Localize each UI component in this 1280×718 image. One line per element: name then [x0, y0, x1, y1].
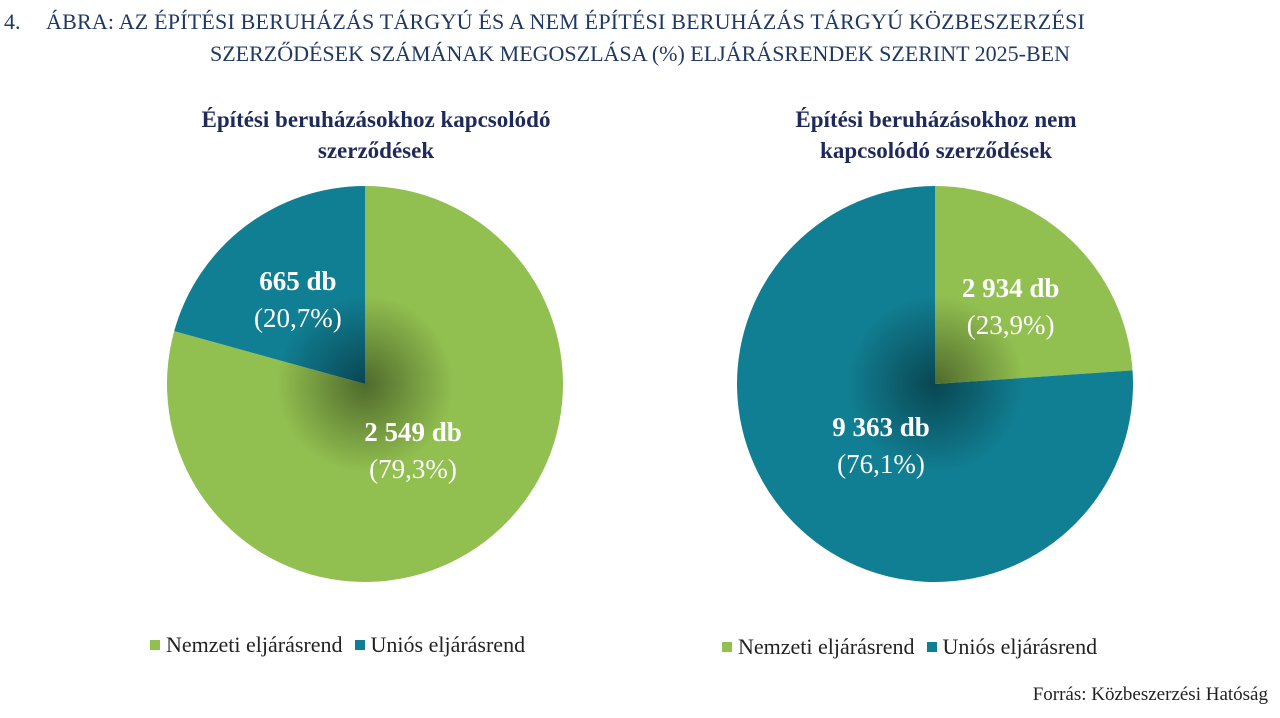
right-pie-chart: 2 934 db (23,9%) 9 363 db (76,1%)	[737, 186, 1134, 582]
legend-item-unios: Uniós eljárásrend	[926, 634, 1098, 660]
slice-count-label: 665 db	[259, 266, 336, 296]
pie-slice-nemzeti	[935, 186, 1133, 384]
legend-swatch-unios	[926, 642, 937, 652]
legend-label-nemzeti: Nemzeti eljárásrend	[166, 632, 343, 657]
figure-title-line2: SZERZŐDÉSEK SZÁMÁNAK MEGOSZLÁSA (%) ELJÁ…	[209, 41, 1071, 66]
slice-percent-label: (76,1%)	[837, 449, 925, 479]
slice-percent-label: (23,9%)	[967, 310, 1055, 340]
legend-label-nemzeti: Nemzeti eljárásrend	[738, 634, 915, 659]
right-chart-title: Építési beruházásokhoz nem kapcsolódó sz…	[676, 104, 1196, 166]
legend-item-unios: Uniós eljárásrend	[354, 632, 526, 658]
slice-count-label: 2 549 db	[364, 417, 462, 447]
legend-label-unios: Uniós eljárásrend	[370, 632, 526, 657]
legend-swatch-unios	[354, 640, 365, 650]
right-chart-title-line1: Építési beruházásokhoz nem	[795, 107, 1077, 132]
slice-count-label: 2 934 db	[962, 273, 1060, 303]
legend-swatch-nemzeti	[150, 640, 160, 650]
pie-slice-nemzeti	[166, 186, 563, 582]
slice-percent-label: (79,3%)	[369, 454, 457, 484]
slice-percent-label: (20,7%)	[254, 303, 342, 333]
left-chart-title: Építési beruházásokhoz kapcsolódó szerző…	[116, 104, 636, 166]
pie-slice-unios	[174, 185, 365, 384]
pie-slice-unios	[737, 186, 1134, 582]
left-chart-title-line1: Építési beruházásokhoz kapcsolódó	[201, 107, 551, 132]
left-chart-title-line2: szerződések	[317, 138, 435, 163]
slice-count-label: 9 363 db	[832, 412, 930, 442]
right-legend: Nemzeti eljárásrend Uniós eljárásrend	[722, 634, 1109, 660]
legend-item-nemzeti: Nemzeti eljárásrend	[722, 634, 915, 660]
figure-number: 4.	[4, 9, 21, 34]
legend-swatch-nemzeti	[722, 642, 732, 652]
left-legend: Nemzeti eljárásrend Uniós eljárásrend	[150, 632, 537, 658]
source-note: Forrás: Közbeszerzési Hatóság	[1032, 684, 1268, 705]
left-pie-chart: 2 549 db (79,3%) 665 db (20,7%)	[166, 185, 563, 582]
legend-item-nemzeti: Nemzeti eljárásrend	[150, 632, 343, 658]
figure-title-line1: ÁBRA: AZ ÉPÍTÉSI BERUHÁZÁS TÁRGYÚ ÉS A N…	[46, 9, 1086, 34]
right-chart-title-line2: kapcsolódó szerződések	[820, 138, 1052, 163]
legend-label-unios: Uniós eljárásrend	[942, 634, 1098, 659]
